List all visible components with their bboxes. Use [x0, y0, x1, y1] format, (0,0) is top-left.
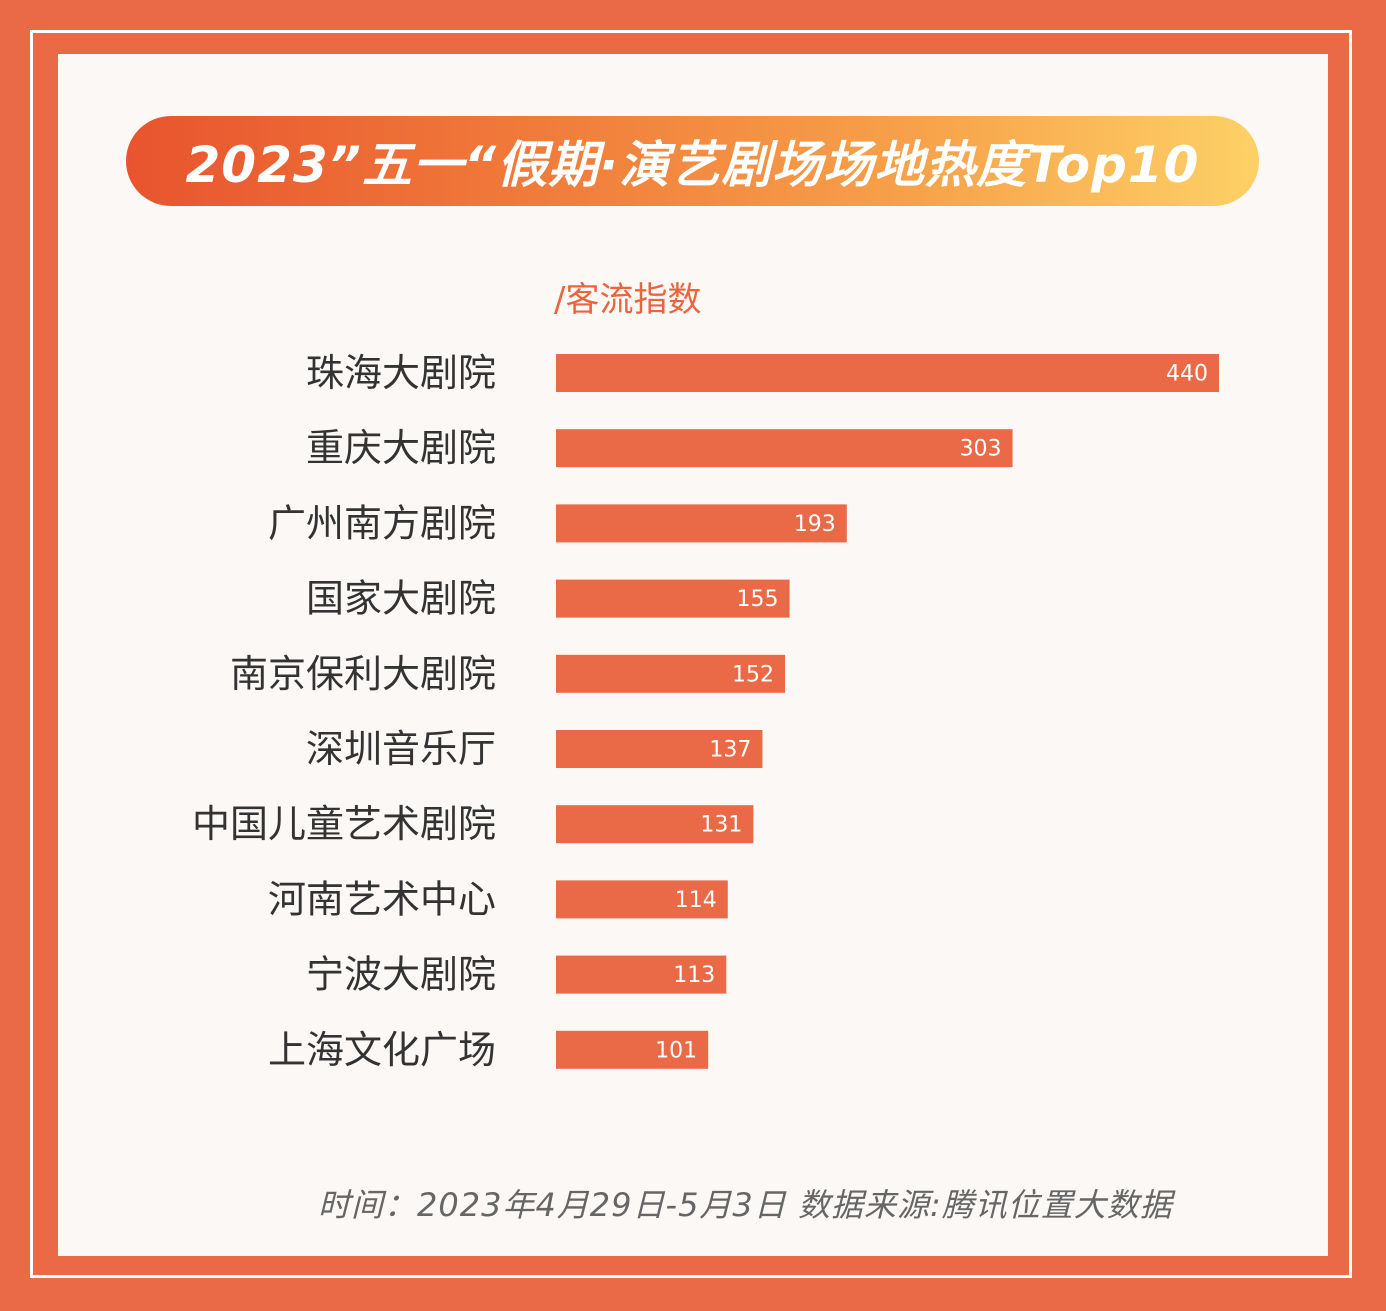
value-label: 137: [709, 738, 751, 763]
category-label: 中国儿童艺术剧院: [192, 802, 496, 846]
chart-title: 2023”五一“假期·演艺剧场场地热度Top10: [185, 136, 1200, 194]
value-label: 155: [737, 587, 779, 612]
unit-label: /客流指数: [554, 280, 702, 320]
title-banner: 2023”五一“假期·演艺剧场场地热度Top10: [126, 116, 1259, 206]
category-label: 深圳音乐厅: [306, 727, 496, 771]
category-label: 广州南方剧院: [268, 501, 496, 545]
bar: [556, 730, 763, 768]
bar: [556, 429, 1013, 468]
value-label: 303: [960, 437, 1002, 462]
category-label: 宁波大剧院: [306, 953, 496, 997]
bar: [556, 1030, 709, 1069]
category-label: 南京保利大剧院: [230, 652, 496, 696]
category-label: 国家大剧院: [306, 577, 496, 621]
bar: [556, 805, 754, 844]
bar: [556, 880, 728, 919]
bar: [556, 354, 1219, 392]
value-label: 152: [732, 662, 774, 687]
category-label: 上海文化广场: [268, 1028, 496, 1072]
bar: [556, 955, 727, 994]
value-label: 131: [700, 813, 742, 838]
value-label: 193: [794, 512, 836, 537]
frame-border: [30, 30, 1352, 1278]
bar: [556, 654, 786, 693]
value-label: 101: [655, 1038, 697, 1063]
category-label: 珠海大剧院: [306, 351, 496, 395]
bar: [556, 504, 847, 543]
category-label: 重庆大剧院: [306, 426, 496, 470]
bar: [556, 579, 790, 618]
value-label: 113: [673, 963, 715, 988]
value-label: 114: [675, 888, 717, 913]
footer-note: 时间：2023年4月29日-5月3日 数据来源:腾讯位置大数据: [318, 1186, 1173, 1224]
value-label: 440: [1166, 362, 1208, 387]
category-label: 河南艺术中心: [268, 877, 496, 921]
